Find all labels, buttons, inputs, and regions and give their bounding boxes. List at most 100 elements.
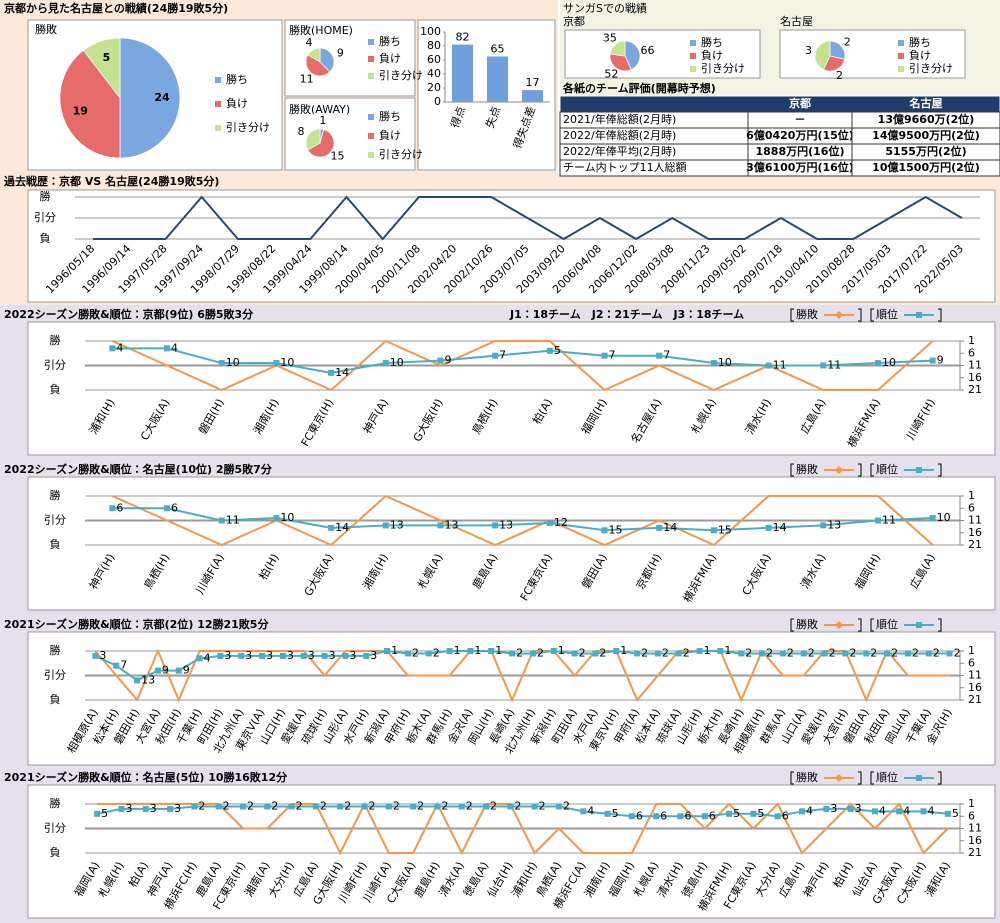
y2-tick-label: 1	[968, 489, 975, 502]
data-point	[546, 519, 553, 526]
legend-swatch	[368, 114, 374, 120]
data-point	[446, 648, 453, 654]
data-point	[279, 652, 286, 659]
data-point	[384, 648, 391, 654]
data-label: 5	[101, 807, 108, 820]
data-label: 14	[335, 521, 349, 534]
legend-swatch	[215, 77, 221, 83]
data-point	[264, 803, 271, 810]
y2-tick-label: 21	[968, 383, 982, 396]
chart-title: 2021シーズン勝敗&順位：京都(2位) 12勝21敗5分	[4, 617, 269, 631]
chart-subtitle: 京都	[563, 15, 585, 28]
data-point	[628, 813, 635, 820]
data-point	[654, 650, 661, 657]
panel-title: 京都から見た名古屋との戦績(24勝19敗5分)	[4, 1, 228, 15]
data-label: 11	[226, 514, 240, 527]
y-tick-label: 引分	[44, 821, 66, 835]
data-label: 11	[300, 72, 314, 85]
data-point	[164, 345, 171, 352]
data-label: 15	[718, 523, 732, 536]
data-point	[239, 803, 246, 810]
data-label: 2	[198, 799, 205, 812]
y2-tick-label: 21	[968, 693, 982, 706]
series-line	[94, 649, 950, 682]
data-label: 2	[599, 646, 606, 659]
data-label: 9	[337, 47, 344, 60]
data-label: 4	[116, 341, 123, 354]
data-label: 2	[836, 69, 843, 82]
data-point	[361, 803, 368, 810]
table-cell-text: －	[795, 113, 806, 126]
data-label: 2	[344, 799, 351, 812]
data-point	[944, 810, 951, 817]
data-label: 5	[612, 807, 619, 820]
data-point	[800, 650, 807, 657]
data-label: 19	[73, 105, 88, 118]
legend-swatch	[215, 101, 221, 107]
data-point	[779, 650, 786, 657]
y-tick-label: 40	[427, 67, 441, 80]
data-label: 2	[514, 799, 521, 812]
data-point	[604, 810, 611, 817]
data-point	[382, 522, 389, 529]
legend-bracket	[938, 771, 942, 785]
data-point	[488, 648, 495, 654]
data-point	[142, 805, 149, 812]
data-point	[94, 810, 101, 817]
chart-subtitle: 勝敗(HOME)	[289, 23, 353, 37]
legend-label: 負け	[701, 49, 723, 62]
data-label: 10	[937, 511, 951, 524]
legend-label: 負け	[379, 52, 401, 65]
chart-box	[284, 97, 416, 171]
data-label: 3	[245, 649, 252, 662]
data-label: 9	[162, 664, 169, 677]
legend-label: 勝敗	[796, 617, 818, 631]
data-point	[653, 813, 660, 820]
table-cell-text: チーム内トップ11人総額	[563, 160, 687, 174]
data-label: 11	[882, 514, 896, 527]
y2-tick-label: 6	[968, 809, 975, 822]
data-label: 3	[329, 649, 336, 662]
table-title-cell	[560, 82, 1000, 96]
data-point	[529, 650, 536, 657]
data-label: 8	[297, 125, 304, 138]
data-label: 15	[609, 523, 623, 536]
legend-label: 順位	[876, 771, 898, 784]
data-point	[425, 650, 432, 657]
legend-bracket	[858, 463, 862, 477]
data-point	[273, 515, 280, 522]
y2-tick-label: 16	[968, 681, 982, 694]
data-label: 1	[495, 644, 502, 657]
data-point	[571, 650, 578, 657]
data-label: 2	[844, 35, 851, 48]
data-point	[363, 652, 370, 659]
data-label: 2	[516, 646, 523, 659]
pie-slice	[307, 129, 335, 158]
legend-label: 負け	[379, 129, 401, 142]
series-line	[97, 801, 949, 856]
data-point	[109, 505, 116, 512]
legend-label: 引き分け	[379, 147, 423, 161]
data-label: 4	[306, 36, 313, 49]
legend-swatch	[368, 73, 374, 79]
data-label: 11	[827, 359, 841, 372]
data-label: 1	[558, 644, 565, 657]
data-point	[300, 652, 307, 659]
data-point	[823, 805, 830, 812]
y2-tick-label: 1	[968, 797, 975, 810]
data-point	[601, 352, 608, 359]
series-line	[112, 347, 933, 374]
pie-slice	[59, 49, 121, 159]
y-tick-label: 負	[50, 383, 61, 396]
data-point	[842, 650, 849, 657]
data-label: 66	[640, 44, 654, 57]
data-label: 3	[287, 649, 294, 662]
data-label: 13	[444, 518, 458, 531]
data-point	[118, 805, 125, 812]
data-point	[218, 517, 225, 524]
chart-box	[564, 29, 761, 79]
bar	[452, 44, 473, 102]
data-label: 2	[247, 799, 254, 812]
data-label: 2	[412, 646, 419, 659]
